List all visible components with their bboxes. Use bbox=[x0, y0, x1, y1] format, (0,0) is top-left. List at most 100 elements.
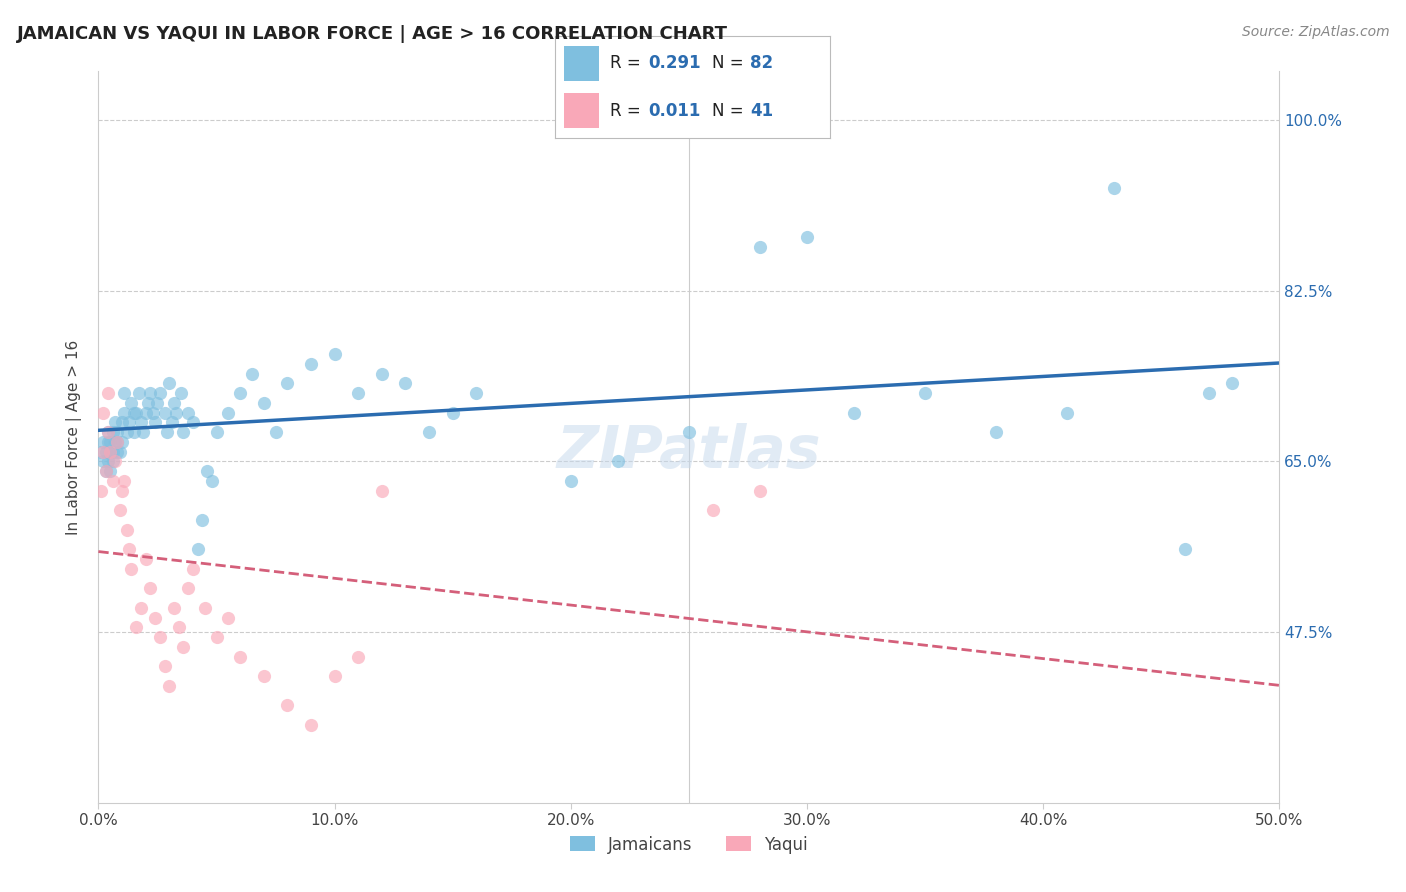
Point bbox=[323, 669, 346, 683]
Point bbox=[118, 416, 141, 430]
Point bbox=[229, 386, 252, 401]
Point bbox=[205, 630, 228, 644]
Point bbox=[157, 376, 180, 391]
Point bbox=[394, 376, 416, 391]
Point bbox=[229, 649, 252, 664]
Point bbox=[136, 396, 159, 410]
Point bbox=[177, 406, 200, 420]
Point bbox=[299, 357, 322, 371]
Point bbox=[253, 396, 276, 410]
Text: JAMAICAN VS YAQUI IN LABOR FORCE | AGE > 16 CORRELATION CHART: JAMAICAN VS YAQUI IN LABOR FORCE | AGE >… bbox=[17, 25, 728, 43]
Y-axis label: In Labor Force | Age > 16: In Labor Force | Age > 16 bbox=[66, 340, 83, 534]
Point bbox=[323, 347, 346, 361]
Point bbox=[205, 425, 228, 440]
Point bbox=[156, 425, 179, 440]
Point bbox=[748, 240, 770, 254]
Text: 0.291: 0.291 bbox=[648, 54, 702, 72]
Text: R =: R = bbox=[610, 54, 647, 72]
Point bbox=[264, 425, 287, 440]
Point bbox=[135, 406, 157, 420]
Point bbox=[91, 406, 114, 420]
Point bbox=[101, 425, 124, 440]
Point bbox=[101, 444, 124, 458]
Point bbox=[172, 640, 194, 654]
Point bbox=[194, 600, 217, 615]
Point bbox=[97, 434, 120, 449]
Point bbox=[129, 416, 152, 430]
Point bbox=[217, 406, 239, 420]
Point bbox=[163, 600, 186, 615]
Point bbox=[181, 562, 204, 576]
Point bbox=[240, 367, 263, 381]
Point bbox=[748, 483, 770, 498]
Point bbox=[111, 416, 134, 430]
Point bbox=[98, 444, 121, 458]
Point bbox=[90, 483, 112, 498]
Point bbox=[104, 434, 127, 449]
Point bbox=[98, 464, 121, 478]
Point bbox=[914, 386, 936, 401]
Point bbox=[149, 386, 172, 401]
Point bbox=[1220, 376, 1243, 391]
Point bbox=[172, 425, 194, 440]
Point bbox=[111, 483, 134, 498]
Point bbox=[105, 425, 128, 440]
Point bbox=[105, 444, 128, 458]
Point bbox=[132, 425, 155, 440]
Point bbox=[101, 454, 124, 468]
Point bbox=[1102, 181, 1125, 195]
Point bbox=[121, 562, 143, 576]
Point bbox=[465, 386, 488, 401]
Point bbox=[149, 630, 172, 644]
Point bbox=[94, 464, 117, 478]
Point bbox=[108, 444, 131, 458]
Point bbox=[111, 434, 134, 449]
Point bbox=[91, 454, 114, 468]
Text: N =: N = bbox=[711, 54, 748, 72]
Point bbox=[371, 367, 394, 381]
Point bbox=[276, 376, 298, 391]
Point bbox=[191, 513, 214, 527]
Text: 82: 82 bbox=[749, 54, 773, 72]
Point bbox=[984, 425, 1007, 440]
Text: Source: ZipAtlas.com: Source: ZipAtlas.com bbox=[1241, 25, 1389, 39]
Point bbox=[139, 386, 162, 401]
Point bbox=[104, 416, 127, 430]
Point bbox=[796, 230, 818, 244]
Point bbox=[844, 406, 866, 420]
Point bbox=[143, 610, 166, 624]
Point bbox=[163, 396, 186, 410]
Point bbox=[142, 406, 165, 420]
Point bbox=[217, 610, 239, 624]
Point bbox=[143, 416, 166, 430]
Point bbox=[105, 434, 128, 449]
Point bbox=[187, 542, 209, 557]
Point bbox=[125, 406, 148, 420]
Point bbox=[94, 464, 117, 478]
Point bbox=[118, 542, 141, 557]
Point bbox=[167, 620, 190, 634]
Point bbox=[115, 425, 138, 440]
Point bbox=[1174, 542, 1197, 557]
Point bbox=[157, 679, 180, 693]
Point bbox=[165, 406, 187, 420]
Point bbox=[94, 444, 117, 458]
Point bbox=[160, 416, 183, 430]
Point bbox=[195, 464, 218, 478]
Text: ZIPatlas: ZIPatlas bbox=[557, 423, 821, 480]
Text: N =: N = bbox=[711, 102, 748, 120]
Point bbox=[253, 669, 276, 683]
FancyBboxPatch shape bbox=[564, 46, 599, 81]
Point bbox=[347, 649, 370, 664]
Point bbox=[122, 425, 145, 440]
Point bbox=[153, 659, 176, 673]
Point bbox=[560, 474, 582, 488]
Point bbox=[97, 454, 120, 468]
Point bbox=[347, 386, 370, 401]
Point bbox=[115, 523, 138, 537]
Point bbox=[139, 581, 162, 595]
Text: 0.011: 0.011 bbox=[648, 102, 702, 120]
Point bbox=[91, 444, 114, 458]
Point bbox=[371, 483, 394, 498]
Point bbox=[1198, 386, 1220, 401]
